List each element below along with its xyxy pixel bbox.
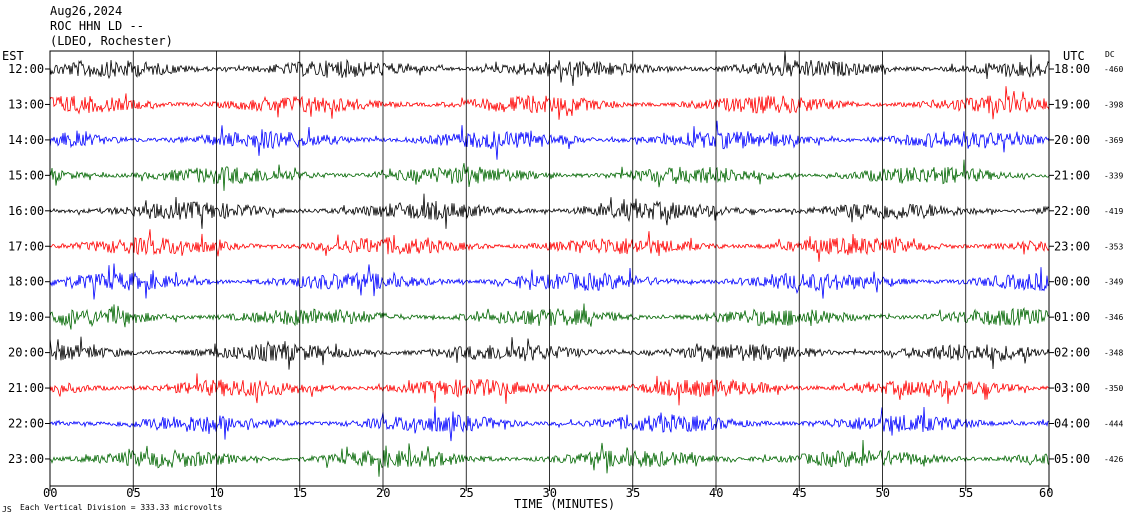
header-station: ROC HHN LD -- bbox=[50, 19, 144, 33]
dc-offset-label: -349 bbox=[1104, 278, 1123, 287]
utc-tick-label: 05:00 bbox=[1054, 452, 1090, 466]
est-tick-label: 18:00 bbox=[8, 275, 44, 289]
utc-tick-label: 20:00 bbox=[1054, 133, 1090, 147]
est-tick-label: 14:00 bbox=[8, 133, 44, 147]
grid-layer bbox=[49, 51, 1050, 491]
dc-column-label: DC bbox=[1105, 50, 1115, 59]
utc-tick-label: 03:00 bbox=[1054, 381, 1090, 395]
est-axis-label: EST bbox=[2, 49, 24, 63]
est-tick-label: 12:00 bbox=[8, 62, 44, 76]
utc-tick-label: 04:00 bbox=[1054, 417, 1090, 431]
dc-offset-label: -348 bbox=[1104, 349, 1123, 358]
x-tick-label: 10 bbox=[210, 486, 224, 500]
dc-offset-label: -426 bbox=[1104, 455, 1123, 464]
x-tick-label: 60 bbox=[1039, 486, 1053, 500]
est-tick-label: 19:00 bbox=[8, 310, 44, 324]
utc-tick-label: 21:00 bbox=[1054, 168, 1090, 182]
dc-offset-label: -398 bbox=[1104, 100, 1123, 109]
dc-offset-label: -353 bbox=[1104, 242, 1123, 251]
x-tick-label: 00 bbox=[43, 486, 57, 500]
dc-offset-label: -444 bbox=[1104, 420, 1123, 429]
corner-mark: JS bbox=[2, 505, 12, 514]
utc-tick-label: 18:00 bbox=[1054, 62, 1090, 76]
utc-tick-label: 01:00 bbox=[1054, 310, 1090, 324]
x-tick-label: 55 bbox=[959, 486, 973, 500]
x-tick-label: 15 bbox=[293, 486, 307, 500]
scale-note: Each Vertical Division = 333.33 microvol… bbox=[20, 503, 222, 512]
dc-offset-label: -419 bbox=[1104, 207, 1123, 216]
x-tick-label: 45 bbox=[792, 486, 806, 500]
est-tick-label: 17:00 bbox=[8, 239, 44, 253]
dc-offset-label: -339 bbox=[1104, 171, 1123, 180]
utc-tick-label: 23:00 bbox=[1054, 239, 1090, 253]
x-tick-label: 50 bbox=[876, 486, 890, 500]
utc-axis-label: UTC bbox=[1063, 49, 1085, 63]
plot-frame bbox=[49, 50, 1050, 487]
utc-tick-label: 00:00 bbox=[1054, 275, 1090, 289]
dc-offset-label: -369 bbox=[1104, 136, 1123, 145]
label-layer: 12:00 18:00 -460 13:00 19:00 -398 14:00 20:00 -3… bbox=[8, 62, 1123, 500]
header-location: (LDEO, Rochester) bbox=[50, 34, 173, 48]
x-tick-label: 40 bbox=[709, 486, 723, 500]
dc-offset-label: -460 bbox=[1104, 65, 1123, 74]
est-tick-label: 22:00 bbox=[8, 417, 44, 431]
x-tick-label: 35 bbox=[626, 486, 640, 500]
x-tick-label: 20 bbox=[376, 486, 390, 500]
x-tick-label: 05 bbox=[126, 486, 140, 500]
x-tick-label: 25 bbox=[459, 486, 473, 500]
x-tick-label: 30 bbox=[543, 486, 557, 500]
est-tick-label: 21:00 bbox=[8, 381, 44, 395]
est-tick-label: 23:00 bbox=[8, 452, 44, 466]
utc-tick-label: 19:00 bbox=[1054, 97, 1090, 111]
dc-offset-label: -350 bbox=[1104, 384, 1123, 393]
est-tick-label: 13:00 bbox=[8, 97, 44, 111]
x-axis-title: TIME (MINUTES) bbox=[514, 497, 615, 511]
utc-tick-label: 02:00 bbox=[1054, 346, 1090, 360]
header-date: Aug26,2024 bbox=[50, 4, 123, 18]
est-tick-label: 15:00 bbox=[8, 168, 44, 182]
dc-offset-label: -346 bbox=[1104, 313, 1123, 322]
est-tick-label: 20:00 bbox=[8, 346, 44, 360]
utc-tick-label: 22:00 bbox=[1054, 204, 1090, 218]
est-tick-label: 16:00 bbox=[8, 204, 44, 218]
